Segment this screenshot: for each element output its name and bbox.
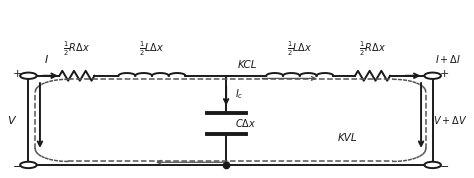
Text: $V+\Delta V$: $V+\Delta V$ [433,114,467,126]
Text: $I$: $I$ [45,53,49,65]
Text: $I+\Delta I$: $I+\Delta I$ [435,53,461,65]
Circle shape [20,73,36,79]
Circle shape [20,162,36,168]
Text: KCL: KCL [237,60,257,70]
Text: $\frac{1}{2}L\Delta x$: $\frac{1}{2}L\Delta x$ [139,40,165,58]
Text: $+$: $+$ [439,69,449,80]
Text: $-$: $-$ [12,160,22,170]
Text: $-$: $-$ [439,160,449,170]
Text: KVL: KVL [337,134,357,143]
Text: $\frac{1}{2}L\Delta x$: $\frac{1}{2}L\Delta x$ [287,40,312,58]
Text: $C\Delta x$: $C\Delta x$ [236,117,257,129]
Text: $\frac{1}{2}R\Delta x$: $\frac{1}{2}R\Delta x$ [359,40,386,58]
Text: $+$: $+$ [12,69,22,80]
Circle shape [424,73,441,79]
Text: $\frac{1}{2}R\Delta x$: $\frac{1}{2}R\Delta x$ [64,40,91,58]
Text: $V$: $V$ [7,114,17,126]
Text: $I_c$: $I_c$ [236,87,244,101]
Circle shape [424,162,441,168]
